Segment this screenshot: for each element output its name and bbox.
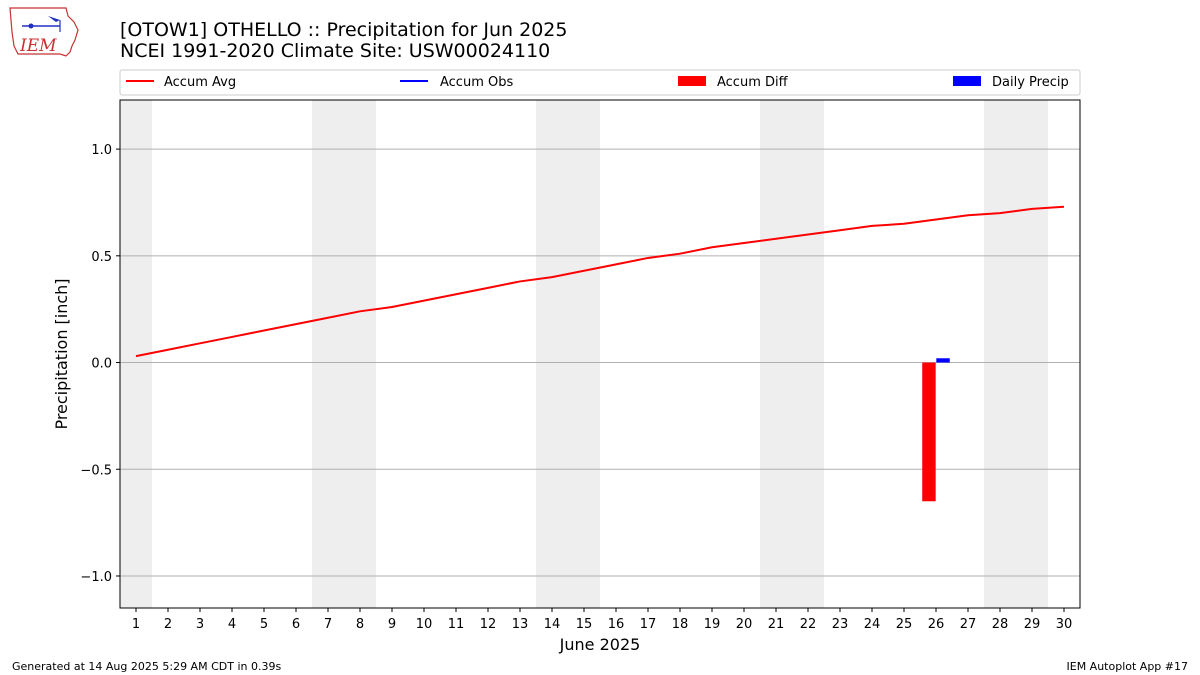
app-label: IEM Autoplot App #17 <box>1067 660 1189 673</box>
x-tick-label: 3 <box>196 617 204 632</box>
y-tick-label: 0.5 <box>91 250 112 265</box>
lines <box>135 205 1065 358</box>
x-tick-label: 6 <box>292 617 300 632</box>
iem-logo: IEM <box>9 7 79 57</box>
bars <box>922 358 950 502</box>
y-axis-label: Precipitation [inch] <box>52 278 71 429</box>
x-tick-label: 19 <box>704 617 721 632</box>
x-tick-label: 21 <box>768 617 785 632</box>
legend-label: Daily Precip <box>992 75 1069 90</box>
x-tick-label: 30 <box>1056 617 1073 632</box>
accum-diff-bar <box>922 362 936 502</box>
x-tick-label: 14 <box>544 617 561 632</box>
plot-area: 1 2 3 4 5 6 7 8 9 10 11 12 13 14 15 16 17 18 19 20 21 22 23 24 2… <box>80 99 1081 632</box>
y-axis-ticks: 1.0 0.5 0.0 −0.5 −1.0 <box>80 143 120 585</box>
y-tick-label: 0.0 <box>91 357 112 372</box>
x-tick-label: 26 <box>928 617 945 632</box>
x-tick-label: 16 <box>608 617 625 632</box>
daily-precip-bar <box>936 358 950 363</box>
x-tick-label: 8 <box>356 617 364 632</box>
weekend-shade-band <box>536 100 600 608</box>
x-tick-label: 27 <box>960 617 977 632</box>
x-tick-label: 2 <box>164 617 172 632</box>
iowa-outline-icon <box>9 7 79 57</box>
x-tick-label: 12 <box>480 617 497 632</box>
y-tick-label: 1.0 <box>91 143 112 158</box>
x-axis-label: June 2025 <box>559 635 641 654</box>
x-tick-label: 9 <box>388 617 396 632</box>
x-tick-label: 24 <box>864 617 881 632</box>
x-tick-label: 17 <box>640 617 657 632</box>
weekend-shade-band <box>760 100 824 608</box>
x-tick-label: 28 <box>992 617 1009 632</box>
y-tick-label: −1.0 <box>80 570 112 585</box>
x-tick-label: 11 <box>448 617 465 632</box>
x-tick-label: 15 <box>576 617 593 632</box>
legend-bar-swatch <box>953 76 981 86</box>
x-tick-label: 10 <box>416 617 433 632</box>
weekend-shade-band <box>312 100 376 608</box>
legend-label: Accum Avg <box>164 75 236 90</box>
accum-avg-line <box>135 205 1065 358</box>
x-tick-label: 18 <box>672 617 689 632</box>
x-tick-label: 1 <box>132 617 140 632</box>
x-tick-label: 25 <box>896 617 913 632</box>
chart-subtitle: NCEI 1991-2020 Climate Site: USW00024110 <box>120 40 550 62</box>
grid-lines <box>120 148 1080 577</box>
x-tick-label: 20 <box>736 617 753 632</box>
x-tick-label: 5 <box>260 617 268 632</box>
y-tick-label: −0.5 <box>80 463 112 478</box>
weekend-shade-band <box>984 100 1048 608</box>
legend-bar-swatch <box>678 76 706 86</box>
generated-timestamp: Generated at 14 Aug 2025 5:29 AM CDT in … <box>12 660 281 673</box>
x-tick-label: 4 <box>228 617 236 632</box>
x-tick-label: 7 <box>324 617 332 632</box>
chart-legend: Accum Avg Accum Obs Accum Diff Daily Precip <box>119 69 1081 96</box>
legend-label: Accum Obs <box>440 75 513 90</box>
x-tick-label: 22 <box>800 617 817 632</box>
legend-label: Accum Diff <box>717 75 789 90</box>
x-tick-label: 23 <box>832 617 849 632</box>
x-tick-label: 13 <box>512 617 529 632</box>
x-axis-ticks: 1 2 3 4 5 6 7 8 9 10 11 12 13 14 15 16 17 18 19 20 21 22 23 24 2… <box>132 608 1072 632</box>
x-tick-label: 29 <box>1024 617 1041 632</box>
chart-title: [OTOW1] OTHELLO :: Precipitation for Jun… <box>120 19 567 41</box>
logo-text: IEM <box>19 36 57 56</box>
